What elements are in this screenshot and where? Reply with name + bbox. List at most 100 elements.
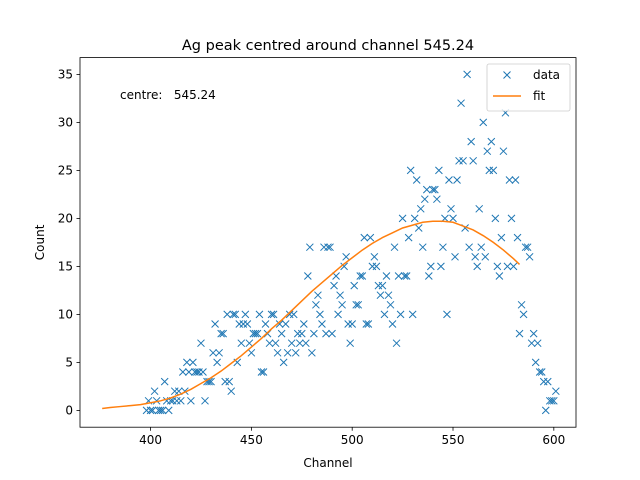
data-point <box>185 368 193 376</box>
data-point <box>328 329 336 338</box>
data-point <box>332 272 340 280</box>
data-point <box>150 387 159 396</box>
data-point <box>251 329 260 338</box>
data-point <box>521 243 530 252</box>
y-tick-label: 35 <box>58 67 73 81</box>
data-point <box>465 243 473 252</box>
data-point <box>380 310 389 319</box>
data-point <box>412 176 421 184</box>
data-point <box>255 310 264 319</box>
fit-line <box>102 220 521 410</box>
data-point <box>289 310 298 319</box>
data-point <box>525 252 534 261</box>
data-point <box>471 252 480 261</box>
data-point <box>183 358 191 367</box>
x-tick-label: 600 <box>542 433 565 447</box>
data-point <box>527 339 536 348</box>
data-point <box>358 272 367 280</box>
data-point <box>541 406 550 415</box>
data-point <box>420 195 429 204</box>
data-point <box>495 272 504 280</box>
data-point <box>199 368 207 376</box>
data-point <box>322 329 330 338</box>
data-point <box>475 204 484 213</box>
data-point <box>366 233 375 242</box>
data-point <box>356 272 365 280</box>
data-point <box>326 243 334 252</box>
data-point <box>457 99 465 108</box>
data-point <box>445 176 453 184</box>
data-point <box>261 320 270 328</box>
data-point <box>491 214 500 223</box>
data-point <box>316 310 324 319</box>
data-point <box>426 262 435 271</box>
data-point <box>215 348 223 357</box>
data-point <box>388 320 397 328</box>
data-point <box>217 329 225 338</box>
data-point <box>336 291 344 300</box>
data-point <box>437 262 445 271</box>
data-point <box>398 214 407 223</box>
data-point <box>394 272 403 280</box>
data-point <box>499 147 508 156</box>
data-point <box>193 368 201 376</box>
data-point <box>295 339 304 348</box>
data-point <box>489 166 498 175</box>
data-point <box>152 396 161 405</box>
data-point <box>308 348 316 357</box>
data-point <box>364 320 373 328</box>
data-point <box>406 166 415 175</box>
data-point <box>338 300 346 309</box>
data-point <box>549 396 558 405</box>
data-point <box>493 262 502 271</box>
data-point <box>449 214 457 223</box>
data-point <box>211 320 219 328</box>
data-point <box>310 329 318 338</box>
data-point <box>340 262 348 271</box>
data-point <box>372 262 381 271</box>
data-point <box>146 406 155 415</box>
data-point <box>453 176 461 184</box>
data-point <box>467 137 476 146</box>
data-point <box>511 176 520 184</box>
data-point <box>318 320 326 328</box>
data-point <box>533 339 542 348</box>
data-point <box>247 348 256 357</box>
data-point <box>205 377 213 386</box>
data-point <box>370 252 379 261</box>
data-point <box>459 156 467 165</box>
data-point <box>299 320 308 328</box>
data-point <box>408 310 417 319</box>
data-point <box>519 310 528 319</box>
data-point <box>447 204 455 213</box>
data-point <box>414 224 423 232</box>
data-points <box>142 70 560 415</box>
data-point <box>386 300 395 309</box>
x-tick-label: 400 <box>139 433 162 447</box>
data-point <box>189 358 197 367</box>
data-point <box>178 368 187 376</box>
data-point <box>473 262 482 271</box>
data-point <box>271 339 280 348</box>
y-tick-label: 15 <box>58 259 73 273</box>
chart-title: Ag peak centred around channel 545.24 <box>182 38 474 54</box>
data-point <box>160 377 169 386</box>
data-point <box>418 243 427 252</box>
x-tick-label: 450 <box>240 433 263 447</box>
data-point <box>354 300 363 309</box>
legend-fit-label: fit <box>533 89 546 103</box>
data-point <box>273 348 282 357</box>
data-point <box>158 406 167 415</box>
data-point <box>378 281 387 290</box>
data-point <box>543 377 552 386</box>
data-point <box>346 339 355 348</box>
data-point <box>245 339 254 348</box>
data-point <box>376 291 385 300</box>
data-point <box>515 329 524 338</box>
data-point <box>303 272 312 280</box>
data-point <box>201 396 209 405</box>
centre-annotation: centre: 545.24 <box>120 88 216 102</box>
data-point <box>352 300 361 309</box>
x-axis-label: Channel <box>303 456 352 470</box>
